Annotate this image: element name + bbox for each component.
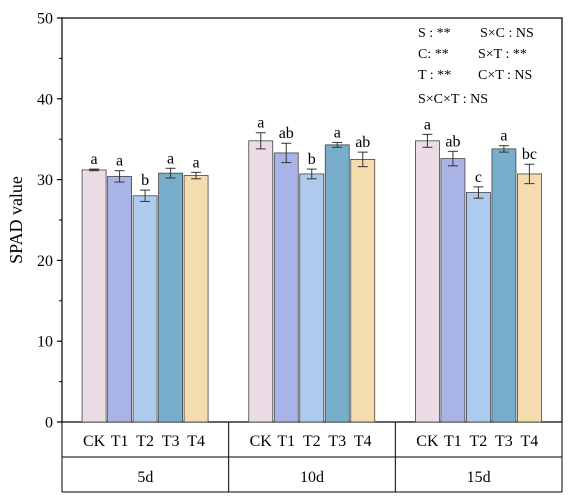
y-tick-label: 30 (37, 172, 53, 189)
y-axis: 0 10 20 30 40 50 (37, 11, 62, 432)
x-group-label: 15d (467, 469, 491, 486)
significance-letter: c (475, 169, 482, 186)
y-tick-label: 20 (37, 253, 53, 270)
x-category-label: T2 (303, 433, 321, 450)
significance-letter: b (308, 151, 316, 168)
x-category-label: CK (250, 433, 273, 450)
significance-letter: b (141, 172, 149, 189)
x-category-label: T3 (328, 433, 346, 450)
bar-15d-T4 (517, 173, 542, 423)
bar-15d-T1 (440, 158, 466, 423)
x-group-label: 5d (137, 469, 153, 486)
x-category-label: T4 (187, 433, 205, 450)
x-category-label: T2 (470, 433, 488, 450)
significance-letter: a (193, 154, 200, 171)
significance-letter: ab (355, 134, 370, 151)
x-category-label: T1 (444, 433, 462, 450)
significance-letter: a (334, 124, 341, 141)
x-category-label: CK (83, 433, 106, 450)
anova-annotation: S : ** (418, 26, 451, 41)
bar-5d-T1 (107, 175, 132, 423)
x-category-label: CK (416, 433, 439, 450)
y-tick-label: 50 (37, 11, 53, 28)
bar-5d-CK (81, 169, 107, 423)
y-axis-title: SPAD value (6, 176, 26, 264)
anova-annotation: T : ** (418, 68, 451, 83)
x-category-label: T4 (521, 433, 539, 450)
significance-letter: a (500, 128, 507, 145)
significance-letter: ab (445, 133, 460, 150)
significance-letter: a (424, 116, 431, 133)
y-tick-label: 10 (37, 334, 53, 351)
significance-letter: a (167, 150, 174, 167)
anova-annotation: C: ** (418, 47, 449, 62)
anova-annotation: C×T : NS (478, 68, 532, 83)
x-category-label: T3 (495, 433, 513, 450)
x-group-label: 10d (300, 469, 324, 486)
anova-annotation: S×T : ** (478, 47, 527, 62)
bar-15d-T2 (466, 192, 491, 423)
bar-10d-CK (248, 140, 274, 423)
bar-10d-T3 (324, 144, 350, 423)
bar-10d-T4 (350, 158, 376, 423)
x-category-label: T1 (277, 433, 295, 450)
x-category-label: T1 (111, 433, 129, 450)
y-tick-label: 0 (45, 415, 53, 432)
bar-10d-T1 (273, 152, 299, 423)
bar-15d-CK (415, 140, 440, 423)
bar-15d-T3 (491, 148, 517, 423)
anova-annotation: S×C×T : NS (418, 92, 488, 107)
x-category-label: T2 (136, 433, 154, 450)
bar-5d-T4 (183, 175, 209, 423)
significance-letter: a (91, 151, 98, 168)
bar-5d-T3 (158, 172, 183, 423)
bar-10d-T2 (299, 173, 325, 423)
bar-5d-T2 (132, 195, 158, 423)
x-category-label: T4 (354, 433, 372, 450)
significance-letter: bc (522, 146, 537, 163)
significance-letter: ab (279, 125, 294, 142)
anova-annotations: S : ** S×C : NS C: ** S×T : ** T : ** C×T : N… (418, 26, 534, 107)
anova-annotation: S×C : NS (480, 26, 534, 41)
significance-letter: a (116, 153, 123, 170)
y-tick-label: 40 (37, 91, 53, 108)
x-category-label: T3 (162, 433, 180, 450)
significance-letter: a (257, 115, 264, 132)
